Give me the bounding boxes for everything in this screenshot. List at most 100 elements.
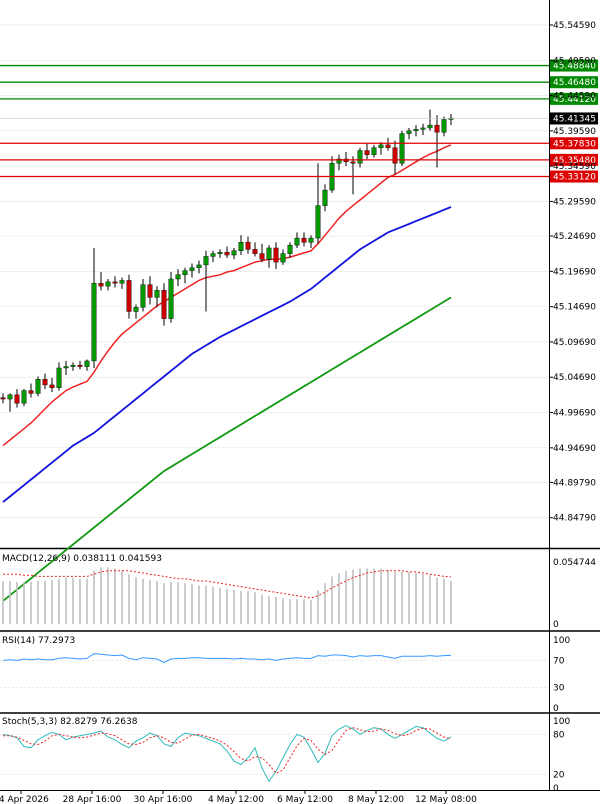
resistance-label: 45.48840 [553, 62, 596, 72]
candle-body [224, 252, 230, 256]
candle-body [385, 144, 391, 148]
candle [308, 235, 314, 248]
candle [336, 154, 342, 171]
last-price-tag [550, 112, 598, 125]
candle-body [98, 283, 104, 287]
rsi-scale-label: 0 [553, 704, 559, 714]
candle-body [399, 133, 405, 164]
candle-body [14, 394, 20, 404]
time-tick-label: 6 May 12:00 [277, 795, 333, 804]
candle-body [175, 274, 181, 280]
candle-body [28, 390, 34, 394]
candle [217, 249, 223, 258]
candle [133, 304, 139, 319]
price-tick-label: 45.49590 [553, 56, 596, 66]
price-tick-label: 45.34590 [553, 162, 596, 172]
candle [77, 360, 83, 370]
price-tick-label: 45.39590 [553, 127, 596, 137]
candle-body [245, 242, 251, 250]
candle-body [105, 281, 111, 287]
candle-body [441, 119, 447, 133]
candle [154, 286, 160, 308]
time-tick-label: 8 May 12:00 [348, 795, 404, 804]
candle-body [364, 150, 370, 155]
candle [294, 232, 300, 248]
candle [406, 127, 412, 140]
candle [140, 279, 146, 312]
candle-body [63, 366, 69, 369]
resistance-tag [550, 59, 598, 72]
candle [224, 246, 230, 258]
macd-scale-zero: 0 [553, 620, 559, 630]
ma-fast-line [2, 144, 452, 447]
candle [91, 247, 97, 368]
candle [42, 373, 48, 390]
candle-body [126, 280, 132, 312]
candle [70, 362, 76, 371]
candle-body [140, 284, 146, 308]
candle-body [294, 237, 300, 246]
candle [364, 143, 370, 160]
candle [203, 250, 209, 312]
candle-body [119, 280, 125, 284]
candle [287, 242, 293, 258]
candle-body [301, 237, 307, 243]
candle [273, 242, 279, 270]
candle [259, 243, 265, 263]
price-tick-label: 45.29590 [553, 197, 596, 207]
price-tick-label: 44.84790 [553, 514, 596, 524]
candle [7, 393, 13, 412]
candle [28, 383, 34, 398]
support-label: 45.37830 [553, 139, 596, 149]
candle [322, 184, 328, 212]
rsi-scale-label: 100 [553, 636, 570, 646]
candle [147, 276, 153, 305]
resistance-label: 45.46480 [553, 78, 596, 88]
price-tick-label: 45.04690 [553, 373, 596, 383]
candle-body [371, 147, 377, 155]
support-tag [550, 153, 598, 166]
resistance-label: 45.44120 [553, 95, 596, 105]
candle-body [357, 150, 363, 164]
candle [329, 156, 335, 193]
macd-scale-max: 0.054744 [553, 558, 596, 568]
stoch-scale-label: 80 [553, 730, 565, 740]
candle [371, 144, 377, 158]
candle [399, 130, 405, 167]
candle [413, 125, 419, 137]
candle-body [70, 364, 76, 367]
candle-body [217, 252, 223, 254]
price-tick-label: 44.89790 [553, 478, 596, 488]
price-tick-label: 45.24690 [553, 232, 596, 242]
candle [427, 109, 433, 131]
price-tick-label: 45.09690 [553, 338, 596, 348]
candle [392, 140, 398, 175]
stoch-scale-label: 100 [553, 717, 570, 727]
candle-body [266, 247, 272, 260]
candle-body [182, 270, 188, 275]
candle [63, 360, 69, 376]
candle [35, 376, 41, 397]
rsi-line [2, 653, 452, 663]
candle [434, 115, 440, 168]
price-tick-label: 44.99690 [553, 409, 596, 419]
candle [56, 362, 62, 391]
stoch-scale-label: 0 [553, 784, 559, 794]
candle-body [91, 283, 97, 362]
candle-body [84, 360, 90, 367]
candle-body [203, 256, 209, 266]
candle [84, 359, 90, 371]
candle [168, 271, 174, 323]
support-label: 45.33120 [553, 173, 596, 183]
candle-body [350, 161, 356, 164]
candle-body [280, 253, 286, 263]
candle [280, 249, 286, 265]
candle [343, 151, 349, 167]
candle [385, 137, 391, 151]
candle-body [448, 117, 454, 120]
candle-body [210, 253, 216, 257]
candle-body [287, 244, 293, 254]
candle-body [161, 290, 167, 319]
candle-body [378, 144, 384, 148]
candle-body [413, 129, 419, 131]
